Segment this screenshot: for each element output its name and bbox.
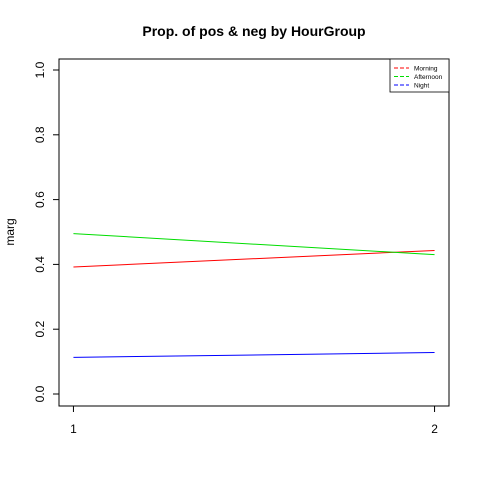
series-line-afternoon <box>73 233 435 256</box>
series-lines <box>73 233 435 358</box>
plot-frame <box>58 58 450 407</box>
series-line-morning <box>73 249 435 268</box>
y-tick-label: 0.6 <box>33 191 47 208</box>
y-tick-label: 1.0 <box>33 61 47 78</box>
legend-label: Afternoon <box>414 74 443 81</box>
x-tick-label: 1 <box>70 422 77 436</box>
legend-box <box>389 58 450 93</box>
y-tick-label: 0.0 <box>33 385 47 402</box>
x-tick-label: 2 <box>431 422 438 436</box>
axes: 0.0 0.2 0.4 0.6 0.8 1.0 1 2 <box>33 61 438 436</box>
y-tick-label: 0.4 <box>33 256 47 273</box>
y-axis-label: marg <box>3 218 17 245</box>
y-tick-label: 0.2 <box>33 321 47 338</box>
series-line-night <box>73 352 435 358</box>
legend-label: Night <box>414 82 429 89</box>
chart-title: Prop. of pos & neg by HourGroup <box>142 23 365 39</box>
y-tick-label: 0.8 <box>33 126 47 143</box>
legend-label: Morning <box>414 65 438 72</box>
